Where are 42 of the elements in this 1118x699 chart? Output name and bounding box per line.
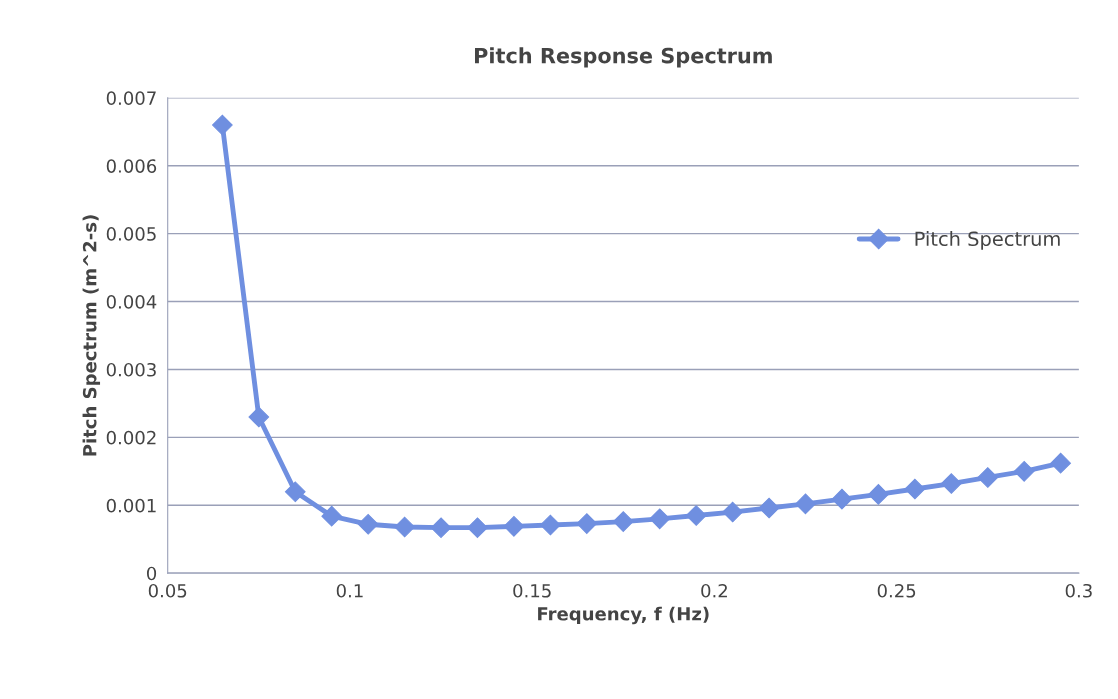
y-tick-label: 0.007 (106, 91, 156, 105)
chart-title: Pitch Response Spectrum (475, 47, 772, 68)
y-tick-label: 0.004 (106, 295, 157, 309)
y-tick-label: 0.001 (106, 498, 156, 513)
y-axis-title: Pitch Spectrum (m^2-s) (82, 215, 101, 456)
x-tick-label: 0.1 (336, 583, 363, 598)
point (248, 406, 270, 428)
point (321, 505, 343, 527)
point (795, 493, 816, 515)
point (722, 501, 743, 523)
point (284, 481, 306, 503)
point (685, 505, 707, 526)
x-tick-label: 0.05 (148, 583, 187, 598)
point (758, 497, 780, 519)
y-tick-label: 0.003 (106, 362, 156, 377)
y-tick-label: 0.005 (106, 227, 156, 241)
point (467, 517, 488, 539)
y-tick-label: 0.006 (106, 159, 157, 173)
point (1013, 460, 1035, 482)
x-tick-label: 0.15 (513, 583, 551, 598)
point (612, 511, 634, 532)
point (831, 488, 853, 510)
point (357, 513, 379, 535)
point (977, 467, 999, 488)
x-tick-label: 0.3 (1065, 583, 1092, 598)
y-tick-label: 0 (146, 566, 157, 581)
point (649, 508, 671, 530)
point (394, 516, 415, 538)
point (1050, 452, 1071, 474)
point (940, 473, 962, 494)
point (868, 484, 889, 505)
x-axis-title: Frequency, f (Hz) (538, 606, 709, 625)
point (503, 515, 525, 537)
x-tick-label: 0.2 (701, 583, 727, 598)
legend-label: Pitch Spectrum (915, 231, 1060, 250)
point (212, 114, 233, 136)
point (904, 478, 926, 500)
point (540, 514, 561, 536)
point (576, 513, 598, 534)
point (430, 517, 452, 539)
y-tick-label: 0.002 (106, 430, 156, 445)
x-tick-label: 0.25 (877, 583, 916, 598)
